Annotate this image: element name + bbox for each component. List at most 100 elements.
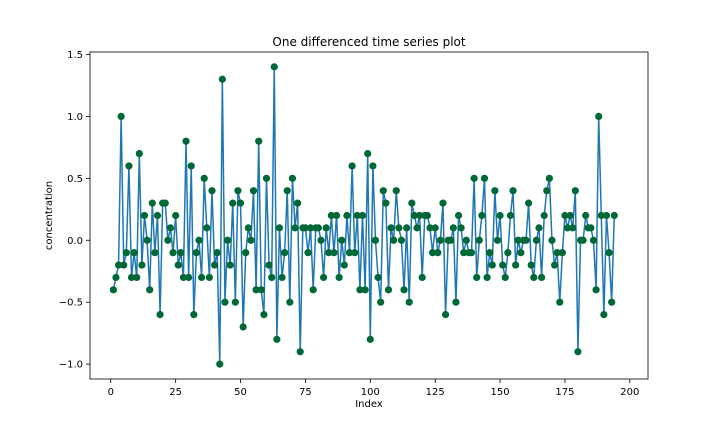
- data-point: [499, 261, 507, 269]
- data-point: [187, 162, 195, 170]
- data-point: [327, 211, 335, 220]
- data-point: [558, 249, 566, 257]
- data-point: [517, 249, 525, 257]
- data-point: [242, 249, 250, 257]
- data-point: [117, 112, 125, 121]
- data-point: [125, 162, 133, 170]
- data-point: [343, 211, 351, 220]
- data-point: [348, 162, 356, 170]
- data-point: [571, 187, 579, 195]
- data-point: [114, 261, 123, 269]
- data-point: [208, 187, 216, 195]
- data-point: [218, 75, 226, 83]
- data-point: [416, 211, 424, 220]
- data-point: [164, 236, 172, 244]
- data-point: [530, 273, 538, 282]
- data-point: [192, 249, 201, 257]
- data-point: [255, 137, 263, 145]
- data-point: [291, 224, 299, 232]
- data-point: [535, 224, 543, 232]
- data-point: [244, 224, 252, 232]
- data-point: [525, 199, 533, 207]
- data-point: [325, 249, 333, 257]
- data-point: [226, 261, 234, 269]
- data-point: [462, 236, 470, 244]
- data-point: [122, 249, 130, 257]
- data-point: [392, 187, 400, 195]
- data-point: [294, 199, 302, 207]
- data-point: [249, 187, 258, 195]
- data-point: [335, 273, 343, 282]
- data-point: [156, 310, 164, 319]
- data-point: [449, 224, 457, 232]
- data-point: [319, 273, 328, 282]
- data-point: [369, 162, 377, 170]
- data-point: [247, 236, 255, 244]
- data-point: [198, 273, 206, 282]
- data-point: [608, 298, 616, 306]
- y-tick-label: 0.5: [67, 174, 83, 185]
- data-point: [480, 174, 489, 182]
- data-point: [286, 298, 294, 306]
- data-point: [374, 273, 382, 282]
- data-point: [130, 249, 138, 257]
- data-point: [309, 286, 317, 294]
- data-point: [566, 211, 574, 220]
- data-point: [268, 273, 276, 282]
- data-point: [423, 211, 431, 220]
- data-point: [216, 360, 224, 368]
- data-point: [454, 211, 463, 220]
- data-point: [569, 224, 577, 232]
- data-point: [431, 224, 439, 232]
- data-point: [252, 286, 260, 294]
- data-point: [161, 199, 169, 207]
- data-point: [231, 298, 239, 306]
- data-point: [400, 286, 408, 294]
- x-tick-label: 125: [426, 387, 445, 398]
- data-point: [172, 211, 180, 220]
- data-point: [434, 249, 442, 257]
- chart-title: One differenced time series plot: [272, 35, 465, 49]
- data-point: [592, 286, 600, 294]
- data-point: [262, 174, 271, 182]
- data-point: [317, 236, 325, 244]
- data-point: [351, 249, 359, 257]
- data-point: [460, 249, 468, 257]
- data-point: [441, 310, 450, 319]
- x-tick-label: 50: [234, 387, 247, 398]
- data-point: [236, 199, 245, 207]
- data-point: [153, 211, 162, 220]
- data-point: [133, 273, 141, 282]
- data-point: [379, 187, 387, 195]
- data-point: [602, 211, 611, 220]
- data-point: [574, 348, 582, 356]
- data-point: [410, 211, 419, 220]
- data-point: [148, 199, 156, 207]
- data-point: [548, 236, 556, 244]
- data-point: [138, 261, 146, 269]
- data-point: [304, 249, 312, 257]
- data-point: [322, 224, 330, 232]
- data-point: [470, 174, 478, 182]
- x-axis-label: Index: [355, 399, 383, 410]
- y-tick-label: 1.5: [67, 50, 83, 61]
- data-point: [504, 249, 512, 257]
- data-point: [395, 224, 403, 232]
- data-point: [390, 236, 398, 244]
- data-point: [166, 224, 175, 232]
- data-point: [340, 261, 348, 269]
- data-point: [270, 63, 278, 71]
- data-point: [413, 224, 421, 232]
- data-point: [203, 224, 211, 232]
- data-point: [501, 273, 509, 282]
- data-point: [301, 224, 310, 232]
- data-point: [509, 187, 517, 195]
- data-point: [439, 199, 447, 207]
- data-point: [506, 211, 515, 220]
- data-point: [556, 298, 564, 306]
- y-tick-label: 0.0: [67, 236, 83, 247]
- data-point: [281, 249, 289, 257]
- data-point: [553, 249, 561, 257]
- data-point: [384, 286, 393, 294]
